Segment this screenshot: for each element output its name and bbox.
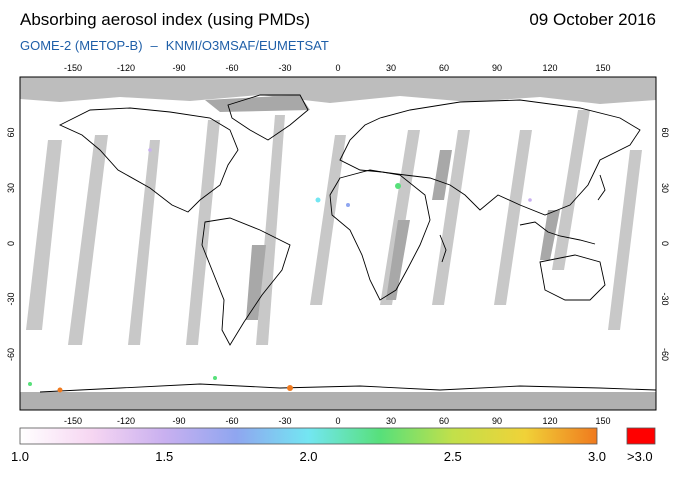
aerosol-signal (346, 203, 350, 207)
lat-tick-label-right: 30 (660, 183, 670, 193)
land-gap-south-america (246, 245, 266, 320)
colorbar-tick-label: 1.5 (155, 449, 174, 464)
lon-tick-label-top: 120 (542, 63, 557, 73)
colorbar-tick-label: 2.0 (299, 449, 318, 464)
lon-tick-label-bottom: 90 (492, 416, 502, 426)
lat-tick-label-right: 0 (660, 241, 670, 246)
aerosol-signal (213, 376, 217, 380)
instrument-label: GOME-2 (METOP-B) (20, 38, 143, 53)
coast-south-america (201, 217, 291, 346)
colorbar-tick-label: 3.0 (587, 449, 607, 464)
aerosol-signal (315, 197, 321, 203)
coast-indonesia (519, 221, 596, 245)
lon-tick-label-bottom: 150 (595, 416, 610, 426)
lon-tick-label-top: -60 (225, 63, 238, 73)
lon-tick-label-top: 90 (492, 63, 502, 73)
map-date: 09 October 2016 (529, 10, 656, 29)
land-gap-asia (432, 150, 452, 200)
swath-gaps (26, 110, 642, 345)
map-subtitle: GOME-2 (METOP-B) – KNMI/O3MSAF/EUMETSAT (20, 38, 329, 53)
aerosol-signals (28, 148, 532, 393)
colorbar-tick-label: 1.0 (10, 449, 30, 464)
swath-gap (128, 140, 160, 345)
coast-japan (597, 174, 606, 201)
colorbar-overflow-box (626, 427, 656, 445)
swath-gap (380, 130, 420, 305)
swath-gap (186, 120, 220, 345)
lon-tick-label-top: 30 (386, 63, 396, 73)
lon-tick-label-top: 0 (335, 63, 340, 73)
aerosol-signal (287, 385, 293, 391)
swath-gap (608, 150, 642, 330)
lon-tick-label-bottom: 120 (542, 416, 557, 426)
swath-gap (256, 115, 285, 345)
lon-tick-label-top: 150 (595, 63, 610, 73)
lon-tick-label-bottom: 30 (386, 416, 396, 426)
lat-tick-label-left: -60 (6, 348, 16, 361)
coast-australia (539, 254, 606, 301)
lon-tick-label-bottom: -120 (117, 416, 135, 426)
aerosol-signal (148, 148, 152, 152)
map-title: Absorbing aerosol index (using PMDs) (20, 10, 311, 29)
coast-north-america (58, 107, 239, 213)
coast-antarctica (39, 383, 656, 393)
lon-tick-label-top: -30 (278, 63, 291, 73)
lat-tick-label-left: 0 (6, 241, 16, 246)
land-gap-africa (386, 220, 410, 300)
swath-gap (68, 135, 108, 345)
lon-tick-label-top: -90 (172, 63, 185, 73)
lat-tick-label-left: -30 (6, 292, 16, 305)
lon-tick-label-bottom: -90 (172, 416, 185, 426)
land-gap-greenland (205, 95, 310, 112)
lon-tick-label-bottom: 0 (335, 416, 340, 426)
swath-gap (494, 130, 532, 305)
arctic-no-data (20, 77, 656, 104)
coastlines (39, 94, 656, 393)
swath-gap (432, 130, 470, 305)
lat-tick-label-left: 60 (6, 127, 16, 137)
lon-tick-label-bottom: 60 (439, 416, 449, 426)
swath-gap (310, 135, 346, 305)
land-gap-antarctica (20, 392, 656, 410)
lon-tick-label-top: -150 (64, 63, 82, 73)
lon-tick-label-top: -120 (117, 63, 135, 73)
lon-tick-label-top: 60 (439, 63, 449, 73)
axis-ticks: -150 -150 -120 -120 -90 -90 -60 -60 -30 -30 0 0 30 30… (6, 63, 670, 426)
swath-gap (26, 140, 62, 330)
land-no-data (20, 95, 656, 410)
colorbar (19, 427, 598, 445)
colorbar-tick-label: 2.5 (443, 449, 462, 464)
aerosol-signal (57, 387, 63, 393)
lon-tick-label-bottom: -150 (64, 416, 82, 426)
coast-madagascar (439, 234, 447, 263)
swath-gap (552, 110, 590, 270)
aerosol-signal (395, 183, 401, 189)
colorbar-overflow-label: >3.0 (627, 449, 653, 464)
subtitle-separator: – (150, 38, 158, 53)
coast-eurasia (339, 99, 641, 216)
lat-tick-label-left: 30 (6, 183, 16, 193)
source-label: KNMI/O3MSAF/EUMETSAT (165, 38, 329, 53)
aerosol-signal (28, 382, 32, 386)
map-plot-area (20, 77, 656, 410)
lon-tick-label-bottom: -30 (278, 416, 291, 426)
aerosol-signal (528, 198, 532, 202)
coast-greenland (227, 94, 309, 141)
lat-tick-label-right: -60 (660, 348, 670, 361)
land-gap-indonesia (540, 210, 560, 260)
map-frame (19, 76, 657, 411)
lat-tick-label-right: 60 (660, 127, 670, 137)
lat-tick-label-right: -30 (660, 292, 670, 305)
coast-africa (329, 169, 431, 301)
lon-tick-label-bottom: -60 (225, 416, 238, 426)
